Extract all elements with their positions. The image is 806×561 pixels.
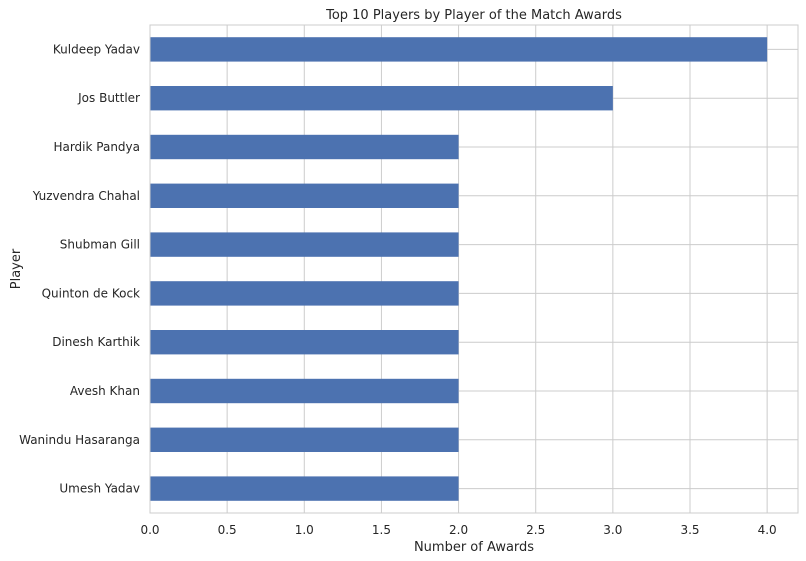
x-tick-label: 1.0	[295, 523, 314, 537]
plot-frame	[149, 24, 799, 514]
y-tick-labels: Kuldeep Yadav Jos Buttler Hardik Pandya Yuz…	[19, 42, 140, 495]
y-tick-label: Hardik Pandya	[53, 140, 140, 154]
x-tick-label: 2.5	[526, 523, 545, 537]
x-tick-label: 0.0	[140, 523, 159, 537]
y-tick-label: Yuzvendra Chahal	[32, 189, 140, 203]
x-tick-labels: 0.0 0.5 1.0 1.5 2.0 2.5 3.0 3.5 4.0	[140, 523, 776, 537]
bar	[150, 37, 768, 62]
bar	[150, 281, 459, 306]
x-tick-label: 3.0	[603, 523, 622, 537]
bar	[150, 86, 613, 111]
y-tick-label: Dinesh Karthik	[52, 335, 140, 349]
y-tick-label: Shubman Gill	[60, 238, 140, 252]
y-axis-label: Player	[9, 248, 24, 289]
x-tick-label: 2.0	[449, 523, 468, 537]
chart-title: Top 10 Players by Player of the Match Aw…	[325, 8, 622, 23]
y-tick-label: Avesh Khan	[70, 384, 140, 398]
bar	[150, 378, 459, 404]
bar	[150, 134, 459, 160]
x-tick-label: 1.5	[372, 523, 391, 537]
y-tick-label: Quinton de Kock	[42, 286, 140, 300]
bar	[150, 330, 459, 355]
y-tick-label: Kuldeep Yadav	[53, 42, 140, 56]
y-tick-label: Wanindu Hasaranga	[19, 433, 140, 447]
y-tick-label: Umesh Yadav	[59, 482, 140, 496]
x-tick-label: 0.5	[218, 523, 237, 537]
x-axis-label: Number of Awards	[414, 540, 534, 555]
y-tick-label: Jos Buttler	[77, 91, 140, 105]
bar	[150, 183, 459, 208]
bar	[150, 476, 459, 501]
x-tick-label: 4.0	[758, 523, 777, 537]
bar	[150, 232, 459, 257]
bar	[150, 427, 459, 452]
bars	[150, 37, 768, 501]
x-tick-label: 3.5	[680, 523, 699, 537]
